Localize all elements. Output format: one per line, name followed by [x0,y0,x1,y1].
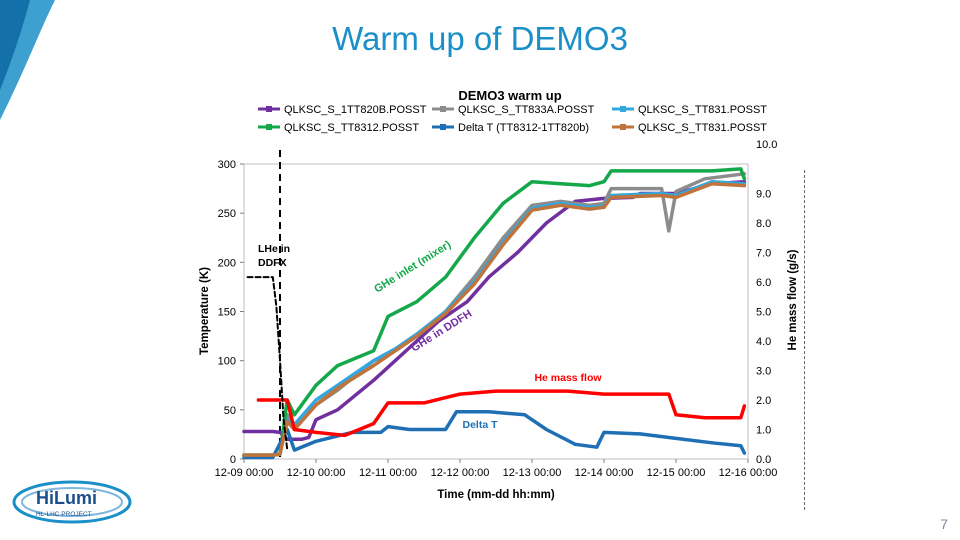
x-tick-label: 12-13 00:00 [503,467,562,479]
legend-marker [440,106,446,112]
y-tick-label: 250 [218,208,236,220]
annotation-lhe-line1: LHe in [258,243,290,255]
y2-tick-label: 1.0 [756,425,771,437]
y2-tick-label: 5.0 [756,307,771,319]
annotation-mass-flow: He mass flow [534,372,602,384]
y-tick-label: 150 [218,307,236,319]
y2-tick-label: 4.0 [756,336,771,348]
y-axis-label: Temperature (K) [199,267,211,355]
legend-marker [620,106,626,112]
x-tick-label: 12-15 00:00 [647,467,706,479]
y2-tick-label: 10.0 [756,139,777,151]
x-tick-label: 12-16 00:00 [719,467,778,479]
divider-dashed [804,170,805,510]
y2-tick-label: 3.0 [756,366,771,378]
slide-number: 7 [940,516,948,532]
y-tick-label: 300 [218,159,236,171]
legend: QLKSC_S_1TT820B.POSST QLKSC_S_TT833A.POSS… [258,104,767,134]
series-layer [242,167,747,460]
x-tick-label: 12-09 00:00 [215,467,274,479]
legend-label: QLKSC_S_TT831.POSST [638,104,767,116]
y2-tick-label: 0.0 [756,454,771,466]
chart-title: DEMO3 warm up [458,88,561,103]
slide-title: Warm up of DEMO3 [332,20,628,57]
axes: 0 50 100 150 200 250 300 0.0 1.0 2.0 3.0 4.0 5.0 6.0 7… [199,139,799,501]
x-axis-label: Time (mm-dd hh:mm) [437,489,555,501]
x-tick-label: 12-14 00:00 [575,467,634,479]
x-tick-label: 12-10 00:00 [287,467,346,479]
annotation-lhe-line2: DDFX [258,257,287,269]
legend-label: QLKSC_S_TT8312.POSST [284,122,419,134]
y-tick-label: 0 [230,454,236,466]
y-tick-label: 200 [218,257,236,269]
y2-tick-label: 9.0 [756,189,771,201]
hilumi-logo: HiLumi HL-LHC PROJECT [12,480,132,524]
legend-label: Delta T (TT8312-1TT820b) [458,122,589,134]
y2-axis-label: He mass flow (g/s) [787,249,799,350]
y2-tick-label: 7.0 [756,248,771,260]
decorative-corner-swoosh [0,0,55,120]
annotation-delta-t: Delta T [462,419,498,431]
y-tick-label: 100 [218,356,236,368]
x-tick-label: 12-12 00:00 [431,467,490,479]
y2-tick-label: 2.0 [756,395,771,407]
legend-label: QLKSC_S_1TT820B.POSST [284,104,427,116]
y2-tick-label: 8.0 [756,218,771,230]
legend-marker [266,106,272,112]
legend-marker [440,124,446,130]
series-line-6 [256,389,747,438]
series-line-4 [242,410,747,460]
legend-marker [620,124,626,130]
series-line-7 [246,276,289,451]
legend-label: QLKSC_S_TT833A.POSST [458,104,595,116]
annotation-ghe-inlet: GHe inlet (mixer) [372,239,453,296]
logo-subtext: HL-LHC PROJECT [36,511,92,518]
x-tick-label: 12-11 00:00 [359,467,417,479]
series-line-5 [242,181,747,457]
y2-tick-label: 6.0 [756,277,771,289]
legend-marker [266,124,272,130]
y-tick-label: 50 [224,405,236,417]
legend-label: QLKSC_S_TT831.POSST [638,122,767,134]
logo-text: HiLumi [36,488,97,508]
